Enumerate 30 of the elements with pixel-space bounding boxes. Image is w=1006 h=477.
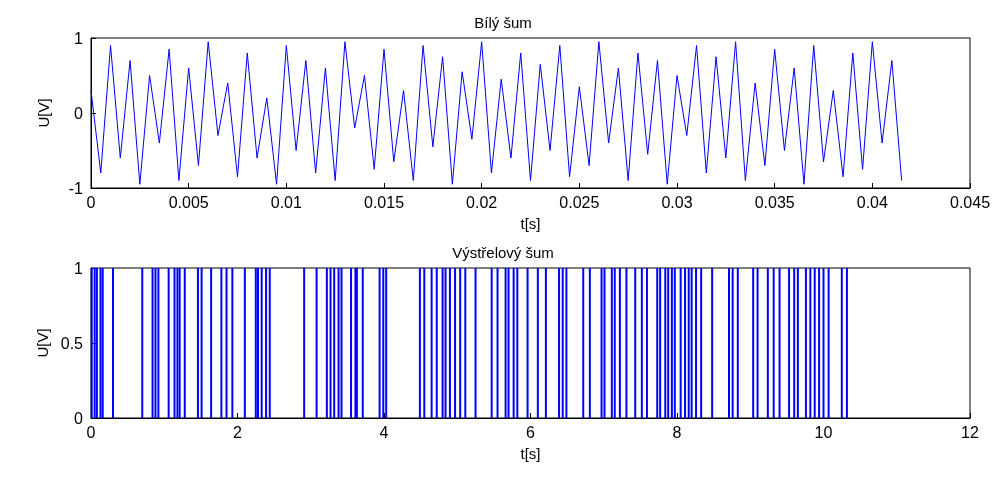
- y-axis-title: U[V]: [35, 98, 52, 128]
- x-tick-label: 0.045: [949, 193, 991, 211]
- y-tick-label: 1: [74, 29, 84, 47]
- x-tick-label: 0.02: [466, 193, 498, 211]
- x-tick-label: 0.035: [754, 193, 795, 211]
- x-tick-label: 4: [379, 423, 389, 441]
- x-tick-label: 0.025: [559, 193, 600, 211]
- x-tick-label: 12: [961, 423, 979, 441]
- x-tick-label: 0: [86, 193, 96, 211]
- y-tick-label: -1: [68, 179, 84, 197]
- x-tick-label: 0.015: [363, 193, 405, 211]
- x-tick-label: 10: [814, 423, 833, 441]
- x-tick-label: 0.04: [856, 193, 889, 211]
- y-tick-label: 0: [74, 409, 84, 427]
- x-axis-title: t[s]: [520, 445, 541, 462]
- x-axis-title: t[s]: [520, 215, 541, 232]
- chart-title: Výstřelový šum: [452, 244, 554, 261]
- y-tick-label: 0: [74, 104, 84, 122]
- line-series: [90, 41, 903, 185]
- y-axis-title: U[V]: [33, 328, 51, 358]
- x-tick-label: 0.03: [661, 193, 693, 211]
- x-tick-label: 0.01: [270, 193, 303, 211]
- x-tick-label: 0: [86, 423, 96, 441]
- x-tick-label: 2: [233, 423, 243, 441]
- chart-title: Bílý šum: [474, 14, 532, 31]
- x-tick-label: 6: [526, 423, 536, 441]
- y-tick-label: 1: [74, 259, 84, 277]
- y-tick-label: 0.5: [60, 334, 84, 352]
- x-tick-label: 8: [672, 423, 682, 441]
- x-tick-label: 0.005: [168, 193, 209, 211]
